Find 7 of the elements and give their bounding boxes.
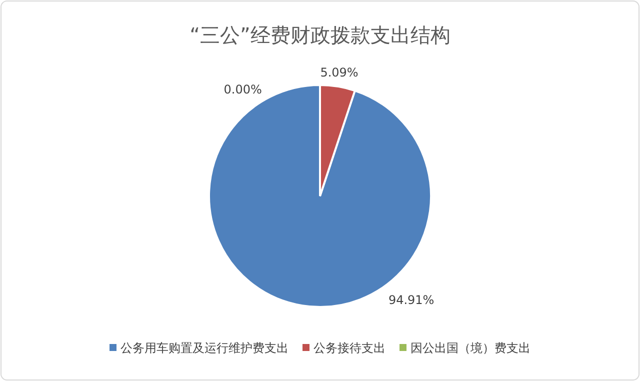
data-label: 5.09% <box>320 66 358 80</box>
legend-label: 因公出国（境）费支出 <box>410 341 530 355</box>
legend-label: 公务用车购置及运行维护费支出 <box>120 341 288 355</box>
text: 0.00% <box>224 82 262 96</box>
legend-label: 公务接待支出 <box>314 341 386 355</box>
chart-title: “三公”经费财政拨款支出结构 <box>190 23 450 47</box>
data-label: 94.91% <box>388 293 434 308</box>
